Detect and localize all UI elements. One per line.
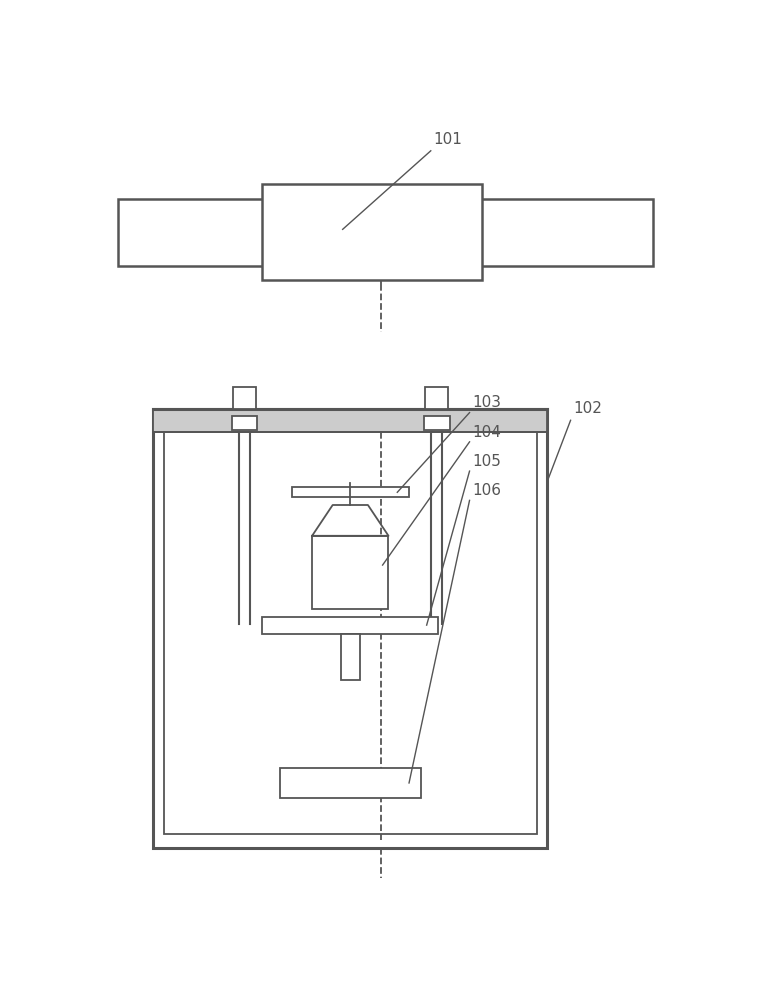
Bar — [118, 199, 653, 266]
Bar — [153, 409, 547, 432]
Text: 101: 101 — [434, 132, 462, 147]
Bar — [312, 536, 389, 609]
Text: 104: 104 — [472, 425, 501, 440]
Bar — [262, 617, 438, 634]
Bar — [425, 387, 449, 409]
Bar — [232, 416, 258, 430]
Bar — [292, 487, 409, 497]
Bar — [424, 416, 449, 430]
Bar — [153, 409, 547, 848]
Bar — [164, 423, 537, 834]
Bar — [341, 634, 360, 680]
Text: 103: 103 — [472, 395, 502, 410]
Text: 105: 105 — [472, 454, 501, 469]
Text: 102: 102 — [574, 401, 603, 416]
Text: 106: 106 — [472, 483, 502, 498]
Bar — [262, 184, 482, 280]
Bar — [280, 768, 421, 798]
Bar — [233, 387, 256, 409]
